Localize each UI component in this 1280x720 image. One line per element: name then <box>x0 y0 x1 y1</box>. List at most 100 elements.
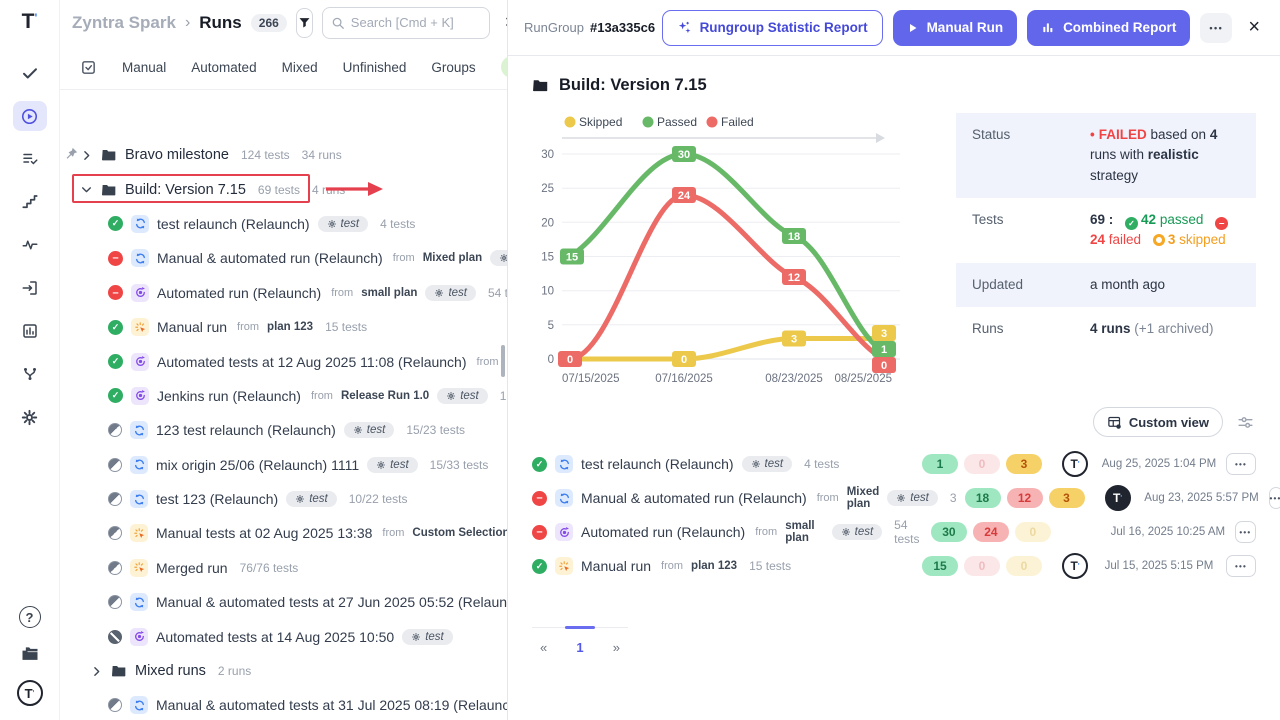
svg-text:20: 20 <box>541 217 554 229</box>
run-row[interactable]: test 123 (Relaunch) test 10/22 tests <box>60 482 507 516</box>
rungroup-statistic-report-button[interactable]: Rungroup Statistic Report <box>661 9 883 46</box>
play-circle-icon[interactable] <box>12 101 47 131</box>
folder-runs-count: 34 runs <box>301 148 342 163</box>
chevron-down-icon[interactable] <box>80 183 93 196</box>
run-row[interactable]: Automated tests at 14 Aug 2025 10:50 tes… <box>60 619 507 653</box>
row-more-button[interactable]: ••• <box>1234 521 1256 543</box>
failed-count-pill: 24 <box>972 522 1009 542</box>
results-trend-chart: Skipped Passed Failed <box>532 109 930 389</box>
chevron-right-icon[interactable] <box>90 665 103 678</box>
tab-mixed[interactable]: Mixed <box>281 59 318 75</box>
manual-run-button[interactable]: Manual Run <box>892 9 1018 46</box>
avatar: T ' <box>1104 485 1131 511</box>
status-in-progress-icon <box>108 423 122 438</box>
logo-circle-icon[interactable]: T ' <box>16 680 43 706</box>
relaunch-icon <box>130 490 148 509</box>
plan-name: small plan <box>785 520 815 544</box>
app-logo[interactable]: T ' <box>21 10 38 33</box>
breadcrumb-project[interactable]: Zyntra Spark <box>72 12 176 32</box>
check-icon[interactable] <box>13 58 47 88</box>
pagination-prev[interactable]: « <box>540 640 548 655</box>
status-in-progress-icon <box>108 595 122 610</box>
runs-header: Zyntra Spark › Runs 266 × <box>60 0 507 45</box>
tests-count: 76/76 tests <box>239 560 299 575</box>
from-label: from <box>237 321 260 334</box>
folders-icon[interactable] <box>20 644 40 664</box>
tag-badge: test <box>402 628 453 645</box>
run-name: Manual run <box>581 558 652 574</box>
sliders-icon[interactable] <box>1237 414 1254 431</box>
tag-badge: test <box>490 250 507 267</box>
row-more-button[interactable]: ••• <box>1226 453 1256 475</box>
tag-badge: test <box>831 524 883 540</box>
tag-filter-pill[interactable]: test work <box>500 56 507 78</box>
run-row[interactable]: 123 test relaunch (Relaunch) test 15/23 … <box>60 413 507 447</box>
svg-text:15: 15 <box>566 252 578 264</box>
run-name: test relaunch (Relaunch) <box>581 456 734 472</box>
failed-dot-icon: • <box>1090 127 1095 142</box>
run-row[interactable]: Manual tests at 02 Aug 2025 13:38 from C… <box>60 516 507 550</box>
tab-select-all-icon[interactable] <box>80 59 97 76</box>
svg-text:3: 3 <box>881 328 887 340</box>
list-check-icon[interactable] <box>13 144 47 174</box>
run-row[interactable]: ✓ test relaunch (Relaunch) test 4 tests <box>60 207 507 241</box>
pagination-page-1[interactable]: 1 <box>576 640 584 655</box>
run-row[interactable]: Manual & automated tests at 27 Jun 2025 … <box>60 585 507 619</box>
relaunch-icon <box>555 455 573 473</box>
from-label: from <box>331 286 354 299</box>
pulse-icon[interactable] <box>13 230 47 260</box>
tab-manual[interactable]: Manual <box>122 59 167 75</box>
row-more-button[interactable]: ••• <box>1268 487 1280 509</box>
run-name: Automated tests at 12 Aug 2025 11:08 (Re… <box>157 353 467 370</box>
help-icon[interactable]: ? <box>18 606 41 628</box>
run-row[interactable]: Manual & automated tests at 31 Jul 2025 … <box>60 688 507 720</box>
status-failed-icon: – <box>108 285 123 301</box>
tree-folder-row[interactable]: Mixed runs 2 runs <box>60 654 507 688</box>
search-input[interactable] <box>350 15 481 30</box>
run-name: Manual run <box>157 319 228 336</box>
tag-badge: test <box>887 490 938 506</box>
tree-folder-row[interactable]: Bravo milestone 124 tests 34 runs <box>60 138 507 172</box>
more-actions-button[interactable]: ••• <box>1200 12 1233 43</box>
search-box[interactable] <box>321 6 490 39</box>
run-row[interactable]: ✓ Automated tests at 12 Aug 2025 11:08 (… <box>60 344 507 378</box>
run-row[interactable]: mix origin 25/06 (Relaunch) 1111 test 15… <box>60 448 507 482</box>
run-name: mix origin 25/06 (Relaunch) 1111 <box>156 456 360 473</box>
panel-close-icon[interactable]: × <box>499 12 507 33</box>
steps-icon[interactable] <box>13 187 47 217</box>
combined-report-button[interactable]: Combined Report <box>1027 9 1191 46</box>
relaunch-icon <box>130 593 148 612</box>
tab-groups[interactable]: Groups <box>431 59 476 75</box>
gear-icon[interactable] <box>13 402 47 432</box>
tests-total: 69 : <box>1090 211 1114 227</box>
run-row[interactable]: ✓ test relaunch (Relaunch) test 4 tests … <box>532 447 1256 481</box>
close-icon[interactable]: × <box>1248 16 1260 38</box>
chevron-right-icon[interactable] <box>80 149 93 162</box>
pagination-next[interactable]: » <box>612 640 620 655</box>
avatar: T ' <box>1062 553 1088 579</box>
svg-text:0: 0 <box>548 354 554 366</box>
run-row[interactable]: – Automated run (Relaunch) from small pl… <box>60 276 507 310</box>
tab-unfinished[interactable]: Unfinished <box>342 59 407 75</box>
svg-text:07/15/2025: 07/15/2025 <box>562 373 620 385</box>
rungroup-kind-label: RunGroup <box>524 20 584 35</box>
scrollbar-thumb[interactable] <box>501 345 505 377</box>
run-row[interactable]: Merged run 76/76 tests <box>60 551 507 585</box>
run-row[interactable]: – Manual & automated run (Relaunch) from… <box>532 481 1280 515</box>
import-icon[interactable] <box>13 273 47 303</box>
run-row[interactable]: ✓ Manual run from plan 123 15 tests <box>60 310 507 344</box>
run-row[interactable]: ✓ Jenkins run (Relaunch) from Release Ru… <box>60 379 507 413</box>
tab-automated[interactable]: Automated <box>191 59 257 75</box>
rungroup-panel: RunGroup #13a335c6 Rungroup Statistic Re… <box>507 0 1280 720</box>
custom-view-button[interactable]: Custom view <box>1092 407 1223 437</box>
row-more-button[interactable]: ••• <box>1226 555 1256 577</box>
branch-icon[interactable] <box>13 359 47 389</box>
run-row[interactable]: ✓ Manual run from plan 123 15 tests 15 0… <box>532 549 1256 583</box>
run-row[interactable]: – Automated run (Relaunch) from small pl… <box>532 515 1256 549</box>
filter-button[interactable] <box>295 7 313 38</box>
tree-folder-row-selected[interactable]: Build: Version 7.15 69 tests 4 runs <box>60 172 507 206</box>
run-row[interactable]: – Manual & automated run (Relaunch) from… <box>60 241 507 275</box>
breadcrumb-page[interactable]: Runs <box>199 12 242 32</box>
from-label: from <box>661 560 684 572</box>
report-box-icon[interactable] <box>13 316 47 346</box>
